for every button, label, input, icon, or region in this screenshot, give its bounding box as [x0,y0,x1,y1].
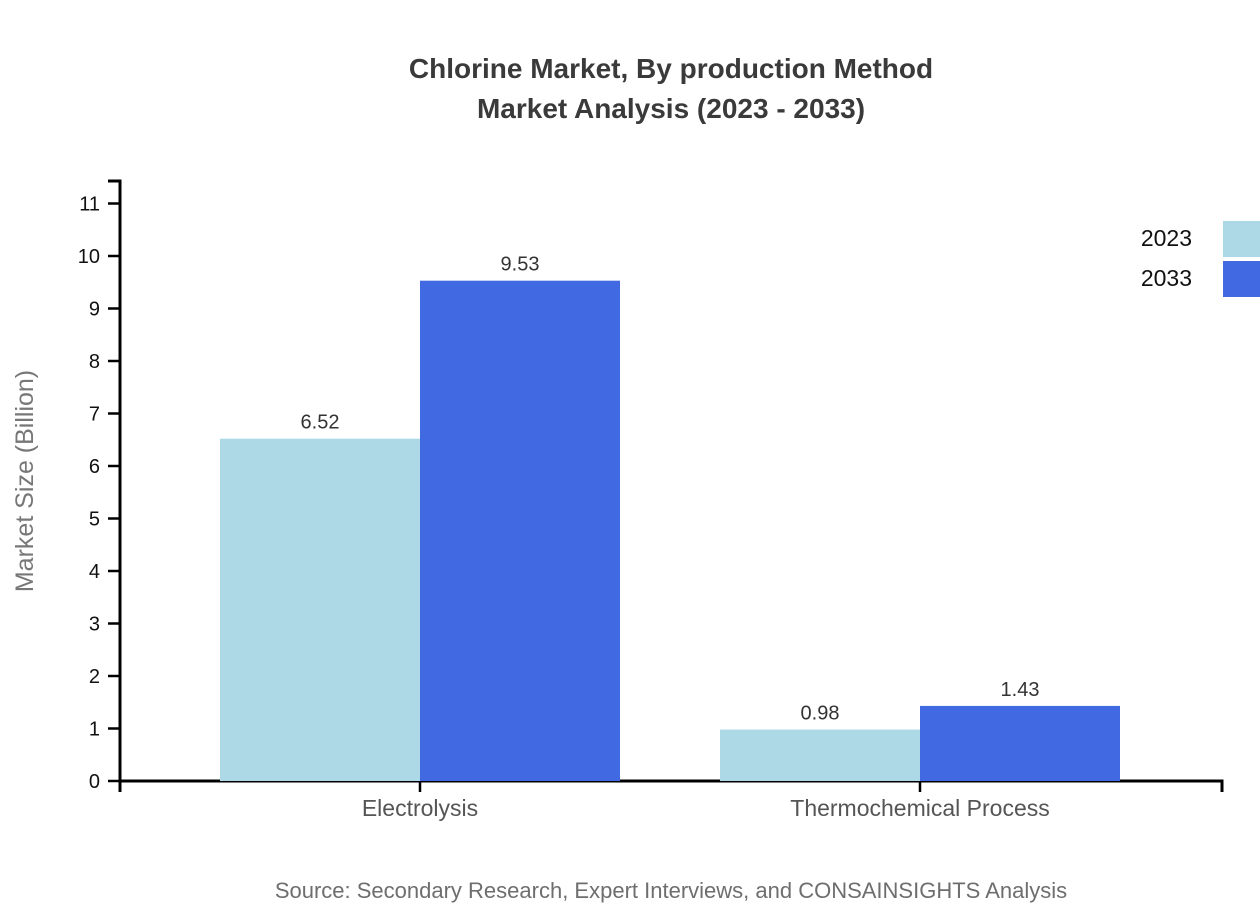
y-axis-line [108,179,122,781]
y-axis-title: Market Size (Billion) [11,370,39,592]
bar-2033-electrolysis [420,280,620,781]
bar-value-label: 0.98 [801,703,840,725]
chart-title-line2: Market Analysis (2023 - 2033) [476,93,866,124]
y-axis-tick-label: 5 [89,509,100,531]
legend-label-2023: 2023 [1141,225,1192,251]
bar-2023-electrolysis [220,438,420,781]
chart-title: Chlorine Market, By production Method Ma… [90,49,1252,129]
source-note: Source: Secondary Research, Expert Inter… [274,878,1068,903]
bar-2033-thermochemical-process [920,705,1120,781]
x-axis-line [118,779,1224,792]
legend-label-2033: 2033 [1141,265,1192,291]
y-axis-tick-label: 9 [89,299,100,321]
y-axis-tick-label: 2 [89,666,100,688]
bar-value-label: 1.43 [1001,679,1040,701]
y-axis-tick-label: 7 [89,404,100,426]
x-axis-category-label: Electrolysis [362,795,478,821]
y-axis-tick-label: 6 [89,456,100,478]
y-axis-tick-label: 1 [89,719,100,741]
legend-swatch-2023 [1223,221,1260,257]
bar-2023-thermochemical-process [720,729,920,781]
bar-value-label: 9.53 [501,254,540,276]
legend-swatch-2033 [1223,261,1260,297]
y-axis-tick-label: 4 [89,561,100,583]
y-axis-tick-label: 3 [89,614,100,636]
y-axis-tick-label: 8 [89,351,100,373]
bar-value-label: 6.52 [301,412,340,434]
y-axis-tick-label: 10 [78,246,100,268]
y-axis-tick-label: 11 [79,194,100,216]
chart-title-line1: Chlorine Market, By production Method [408,53,934,84]
y-axis-tick-label: 0 [89,771,100,793]
x-axis-category-label: Thermochemical Process [790,795,1049,821]
